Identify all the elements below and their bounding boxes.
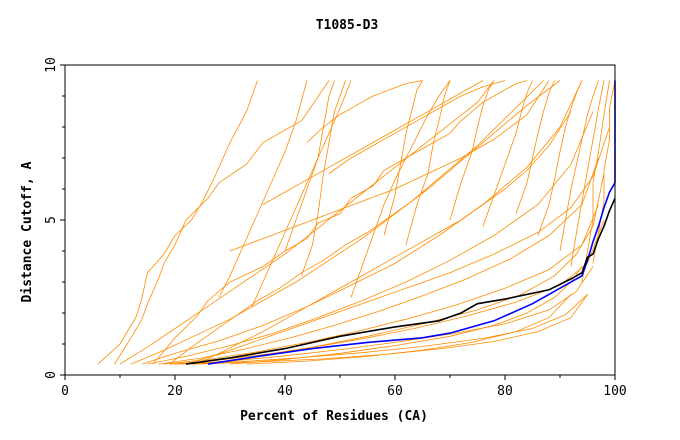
background-series-line-18 (449, 80, 495, 221)
x-tick-label-3: 60 (387, 384, 403, 399)
background-series-line-2 (119, 80, 495, 365)
background-series-line-35 (328, 80, 506, 174)
x-ticks: 0 20 40 60 80 100 (61, 375, 627, 399)
y-tick-label-2: 10 (44, 57, 59, 73)
x-tick-label-4: 80 (497, 384, 513, 399)
highlight-series-group (185, 80, 616, 365)
background-series-line-8 (169, 219, 605, 365)
background-series-group (97, 80, 616, 365)
y-axis-label: Distance Cutoff, A (20, 161, 35, 302)
background-series-line-10 (180, 294, 588, 365)
chart-title: T1085-D3 (316, 18, 379, 33)
background-series-line-29 (196, 111, 572, 365)
background-series-line-20 (515, 80, 555, 214)
background-series-line-27 (251, 80, 352, 307)
x-tick-label-0: 0 (61, 384, 69, 399)
x-tick-label-1: 20 (167, 384, 183, 399)
background-series-line-31 (202, 173, 605, 365)
x-axis-label: Percent of Residues (CA) (240, 409, 428, 424)
background-series-line-16 (383, 80, 423, 236)
background-series-line-34 (306, 80, 423, 143)
background-series-line-26 (350, 80, 451, 298)
y-tick-label-0: 0 (44, 371, 59, 379)
background-series-line-21 (537, 80, 583, 236)
background-series-line-11 (191, 294, 588, 365)
background-series-line-33 (246, 294, 572, 365)
background-series-line-6 (158, 157, 599, 365)
background-series-line-36 (262, 80, 484, 205)
background-series-line-24 (581, 80, 610, 283)
background-series-line-13 (169, 80, 544, 365)
highlight-series-line-1 (185, 197, 616, 365)
background-series-line-17 (405, 80, 451, 245)
background-series-line-7 (163, 204, 599, 365)
background-series-line-30 (185, 126, 610, 365)
x-tick-label-5: 100 (603, 384, 626, 399)
y-ticks: 0 5 10 (44, 57, 65, 379)
background-series-line-25 (592, 80, 616, 264)
background-series-line-4 (141, 80, 583, 365)
background-series-line-28 (218, 80, 308, 298)
background-series-line-12 (152, 80, 528, 365)
background-series-line-1 (114, 80, 330, 365)
background-series-line-22 (559, 80, 599, 252)
background-series-line-15 (301, 80, 346, 276)
background-series-line-3 (130, 80, 561, 365)
background-series-line-23 (570, 80, 605, 267)
background-series-line-0 (97, 80, 258, 365)
x-tick-label-2: 40 (277, 384, 293, 399)
background-series-line-32 (229, 266, 583, 365)
background-series-line-5 (147, 111, 594, 365)
highlight-series-line-0 (207, 80, 616, 365)
background-series-line-19 (482, 80, 533, 227)
background-series-line-37 (229, 80, 550, 252)
background-series-line-14 (284, 80, 335, 252)
y-tick-label-1: 5 (44, 216, 59, 224)
